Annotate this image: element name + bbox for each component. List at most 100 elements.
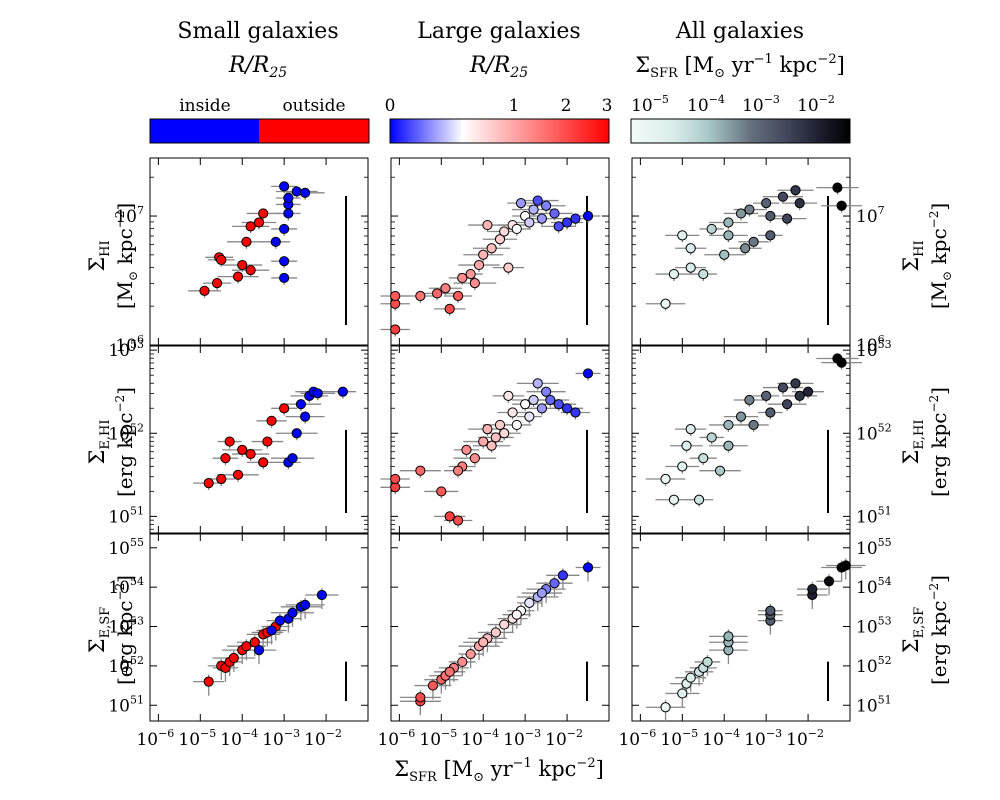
data-point — [486, 243, 497, 254]
data-point — [685, 424, 696, 435]
data-point — [777, 191, 789, 202]
panel-r2-c2: 1055 1054 1053 1052 1051 10−6 10−5 10−4 10−3 10−2 — [618, 533, 892, 750]
svg-text:[erg kpc−2]: [erg kpc−2] — [927, 575, 951, 685]
data-point — [748, 419, 759, 431]
data-point — [532, 195, 543, 206]
panel-frame — [631, 157, 851, 346]
data-point — [698, 453, 709, 464]
data-point — [415, 465, 426, 476]
data-point — [490, 627, 501, 638]
data-point — [465, 648, 476, 660]
panel-frame — [390, 157, 610, 346]
header-large-line2: R/R25 — [469, 53, 528, 81]
data-point — [761, 198, 772, 209]
data-point — [469, 453, 480, 464]
svg-text:ΣHI: ΣHI — [85, 240, 113, 271]
data-point — [478, 436, 489, 447]
header-all-line1: All galaxies — [675, 19, 804, 44]
data-point — [283, 192, 294, 204]
colorbar-large-gradient — [389, 118, 610, 144]
data-point — [473, 259, 485, 271]
data-point — [499, 619, 510, 630]
data-point — [524, 217, 535, 228]
data-point — [503, 390, 514, 401]
data-point — [436, 486, 447, 497]
colorbar-small: inside outside — [149, 96, 370, 144]
data-point — [262, 436, 273, 447]
data-point — [444, 511, 455, 522]
data-point — [532, 378, 543, 389]
data-point — [511, 609, 522, 620]
data-point — [765, 605, 776, 616]
data-point — [553, 221, 564, 232]
data-point — [216, 254, 227, 265]
data-point — [536, 587, 548, 599]
data-point — [452, 465, 464, 476]
column-header-all: All galaxies ΣSFR [M⊙ yr−1 kpc−2] — [635, 19, 845, 81]
y-tick-label: 1052 — [108, 421, 144, 444]
data-point — [702, 656, 713, 668]
data-point — [782, 213, 793, 224]
colorbar-all-gradient — [630, 118, 851, 144]
data-point — [274, 615, 286, 626]
data-point — [216, 473, 227, 485]
y-tick-label: 106 — [115, 333, 144, 356]
data-point — [807, 584, 818, 595]
colorbar-all-tick-0: 10−5 — [631, 93, 669, 116]
data-point — [836, 200, 847, 211]
panel-r2-c1: 10−6 10−5 10−4 10−3 10−2 — [377, 533, 610, 750]
panel-r1-c2: 1053 1052 1051 — [631, 338, 892, 534]
data-point — [415, 290, 426, 302]
svg-text:ΣHI: ΣHI — [899, 240, 927, 271]
header-small-line1: Small galaxies — [177, 19, 338, 44]
panel-frame — [631, 345, 851, 534]
colorbar-small-frame — [149, 118, 370, 144]
data-point — [287, 607, 298, 618]
data-point — [582, 562, 594, 573]
data-point — [528, 394, 539, 406]
data-point — [515, 198, 527, 209]
y-tick-label-right: 107 — [856, 204, 885, 227]
y-tick-label-right: 106 — [856, 333, 885, 356]
data-point — [494, 234, 506, 245]
data-point — [465, 268, 476, 280]
data-point — [823, 576, 835, 587]
data-point — [790, 378, 801, 389]
data-point — [469, 277, 480, 289]
panel-frame — [631, 533, 851, 722]
data-point — [765, 210, 776, 222]
colorbar-large-tick-1: 1 — [509, 96, 520, 116]
data-point — [660, 298, 671, 309]
row-unit-left-1: [erg kpc−2] — [113, 387, 137, 497]
data-point — [482, 424, 493, 435]
panel-r0-c0: 107 106 — [115, 157, 369, 356]
data-point — [220, 453, 231, 464]
data-point — [524, 411, 535, 422]
data-point — [452, 290, 464, 302]
data-point — [291, 428, 302, 439]
data-point — [258, 457, 269, 468]
data-point — [832, 182, 843, 193]
y-tick-label-right: 1054 — [856, 575, 892, 598]
data-point — [660, 702, 671, 713]
row-label-right-2: ΣE,SF — [899, 607, 927, 653]
x-tick-label: 10−2 — [786, 727, 824, 750]
data-point — [279, 403, 290, 414]
data-point — [390, 290, 401, 302]
panel-r0-c1 — [380, 157, 610, 346]
data-point — [390, 324, 401, 335]
panel-frame — [149, 533, 369, 722]
colorbar-large: 0 1 2 3 — [385, 96, 612, 144]
y-tick-label-right: 1051 — [856, 693, 892, 716]
data-point — [291, 186, 302, 197]
data-point — [782, 399, 793, 410]
data-point — [794, 390, 805, 401]
data-point — [719, 249, 730, 260]
data-point — [279, 272, 290, 284]
data-point — [499, 428, 510, 439]
data-point — [507, 407, 518, 418]
data-point — [203, 478, 214, 489]
data-point — [765, 407, 776, 418]
data-point — [279, 181, 290, 192]
